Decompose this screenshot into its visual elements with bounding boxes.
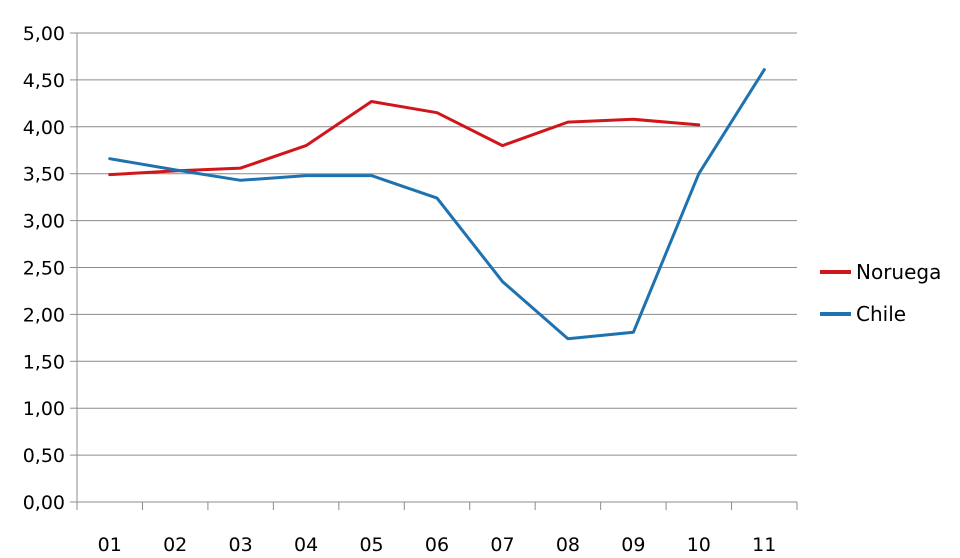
x-tick-label: 03	[229, 534, 253, 556]
x-tick-label: 09	[621, 534, 645, 556]
x-tick-label: 02	[163, 534, 187, 556]
y-tick-label: 2,00	[23, 304, 65, 326]
y-tick-label: 4,00	[23, 117, 65, 139]
y-tick-label: 0,00	[23, 492, 65, 514]
x-tick-label: 10	[687, 534, 711, 556]
series-line-noruega	[108, 100, 701, 177]
x-tick-label: 01	[98, 534, 122, 556]
y-tick-label: 3,00	[23, 211, 65, 233]
y-tick-label: 2,50	[23, 258, 65, 280]
series-line-chile	[108, 68, 766, 341]
y-tick-label: 0,50	[23, 445, 65, 467]
y-tick-label: 3,50	[23, 164, 65, 186]
legend-label-chile: Chile	[856, 302, 906, 326]
x-tick-label: 07	[490, 534, 514, 556]
y-tick-label: 5,00	[23, 23, 65, 45]
y-tick-label: 4,50	[23, 70, 65, 92]
legend: Noruega Chile	[820, 260, 941, 326]
x-tick-label: 11	[752, 534, 776, 556]
x-tick-label: 06	[425, 534, 449, 556]
series-lines	[108, 68, 766, 341]
y-tick-label: 1,00	[23, 398, 65, 420]
gridlines	[77, 32, 797, 503]
y-axis-ticks: 0,00 0,50 1,00 1,50 2,00 2,50 3,00 3,50 4,00 4,50…	[23, 23, 77, 514]
y-tick-label: 1,50	[23, 351, 65, 373]
legend-label-noruega: Noruega	[856, 260, 941, 284]
x-tick-label: 08	[556, 534, 580, 556]
x-tick-label: 05	[359, 534, 383, 556]
x-axis-ticks: 01 02 03 04 05 06 07 08 09 10 11	[76, 502, 798, 556]
x-tick-label: 04	[294, 534, 318, 556]
